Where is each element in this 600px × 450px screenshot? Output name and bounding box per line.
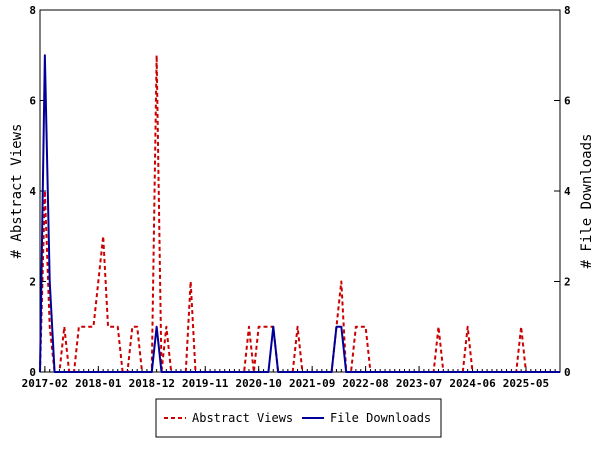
x-tick-label: 2019-11 (182, 377, 229, 390)
y-axis-right: 0 2 4 6 8 (554, 4, 571, 379)
y-right-tick-label: 4 (564, 185, 571, 198)
legend-label-abstract-views: Abstract Views (192, 411, 293, 425)
x-tick-label: 2023-07 (396, 377, 442, 390)
plot-area (39, 9, 561, 373)
x-tick-label: 2022-08 (342, 377, 388, 390)
series-line-abstract-views (39, 54, 560, 373)
x-tick-label: 2021-09 (289, 377, 335, 390)
x-tick-label: 2018-12 (129, 377, 175, 390)
y-axis-left-title: # Abstract Views (9, 124, 25, 259)
y-left-tick-label: 6 (29, 95, 36, 108)
y-right-tick-label: 8 (564, 4, 571, 17)
y-right-tick-label: 2 (564, 276, 571, 289)
x-tick-label: 2025-05 (503, 377, 549, 390)
x-tick-label: 2017-02 (22, 377, 68, 390)
y-left-tick-label: 0 (29, 366, 36, 379)
y-right-tick-label: 6 (564, 95, 571, 108)
y-left-tick-label: 2 (29, 276, 36, 289)
legend-box (155, 398, 442, 438)
x-tick-label: 2020-10 (236, 377, 282, 390)
legend: Abstract Views File Downloads (155, 398, 442, 438)
x-axis: 2017-02 2018-01 2018-12 2019-11 2020-10 2021-… (22, 366, 561, 390)
plot-frame (39, 9, 561, 373)
series-line-file-downloads (39, 54, 560, 373)
y-right-tick-label: 0 (564, 366, 571, 379)
y-left-tick-label: 8 (29, 4, 36, 17)
series-layer (39, 54, 560, 373)
legend-label-file-downloads: File Downloads (330, 411, 431, 425)
y-left-tick-label: 4 (29, 185, 36, 198)
x-tick-label: 2024-06 (449, 377, 496, 390)
x-tick-label: 2018-01 (75, 377, 122, 390)
y-axis-right-title: # File Downloads (579, 134, 595, 269)
